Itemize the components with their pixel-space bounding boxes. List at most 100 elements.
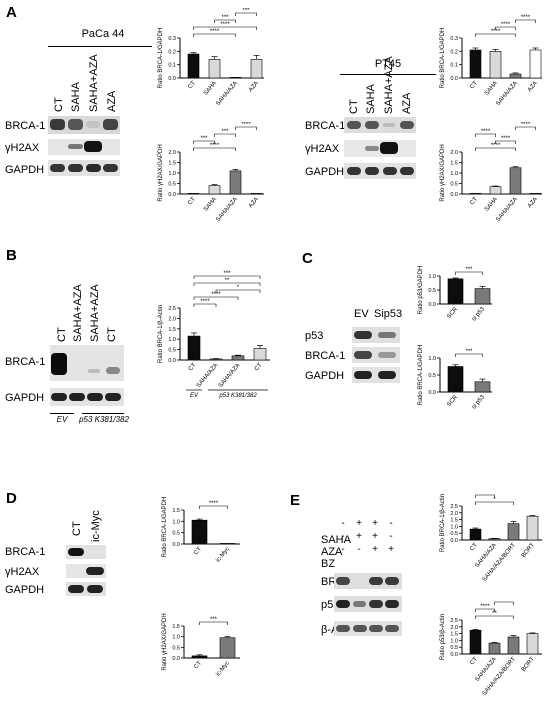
significance-stars: **** (209, 501, 219, 507)
y-tick-label: 2.0 (168, 316, 176, 322)
e-aza-mark: + (372, 531, 378, 542)
blot-band (50, 164, 65, 172)
significance-stars: *** (465, 267, 473, 273)
y-axis-label: Ratio BRCA-1/GAPDH (418, 345, 424, 406)
y-tick-label: 1.0 (172, 635, 180, 641)
y-tick-label: 1.0 (172, 519, 180, 525)
blot-strip-brca1 (66, 545, 106, 559)
y-tick-label: 2.5 (168, 306, 176, 312)
significance-bracket (215, 289, 261, 293)
d-lane-ct: CT (71, 521, 83, 536)
y-tick-label: 0.0 (450, 652, 458, 658)
chart-e-brca1: 0.00.51.01.52.02.5 Ratio BRCA-1/β-Actin CT… (440, 492, 542, 583)
significance-bracket (235, 12, 257, 16)
bar (187, 335, 201, 361)
blot-band (336, 625, 350, 632)
bar (526, 633, 539, 655)
paca44-lane-ct: CT (53, 97, 65, 112)
blot-label-brca1: BRCA-1 (5, 356, 46, 368)
x-tick-label: CT (187, 80, 197, 90)
ev-group-line (50, 413, 74, 414)
y-tick-label: 1.0 (168, 171, 176, 177)
blot-band (378, 332, 396, 338)
blot-band (385, 577, 399, 585)
significance-bracket (214, 19, 236, 23)
bar (509, 167, 522, 195)
x-tick-label: CT (469, 196, 479, 206)
blot-band (86, 567, 104, 575)
bar (529, 49, 542, 79)
y-axis-label: Ratio BRCA-1/GAPDH (158, 28, 164, 89)
b-lane-ct: CT (106, 327, 118, 342)
blot-band (50, 119, 65, 130)
blot-band (380, 142, 398, 154)
y-tick-label: 2.5 (450, 504, 458, 510)
chart-d-gh2ax: 0.0 0.5 1.0 1.5 Ratio γH2AX/GAPDH CT ic-Myc *** (162, 613, 240, 678)
blot-band (84, 141, 102, 152)
significance-bracket (193, 282, 261, 286)
bar (187, 193, 200, 195)
y-tick-label: 1.5 (450, 161, 458, 167)
significance-stars: *** (200, 136, 208, 142)
chart-c-brca1: 0.0 0.5 1.0 Ratio BRCA-1/GAPDH SCR si p53 *** (418, 345, 492, 411)
y-tick-label: 0.0 (428, 302, 436, 308)
significance-stars: * (493, 497, 496, 503)
significance-stars: *** (223, 271, 231, 277)
significance-stars: **** (501, 22, 511, 28)
y-tick-label: 0.3 (450, 36, 458, 42)
blot-band (353, 601, 366, 607)
blot-band (103, 119, 118, 130)
blot-band (378, 352, 396, 358)
x-tick-label: SCR (446, 394, 459, 408)
blot-band (347, 167, 361, 175)
chart-a-paca44-gh2ax: 0.0 0.5 1.0 1.5 2.0 Ratio γH2AX/GAPDH CT SAHASA… (158, 122, 264, 223)
significance-bracket (455, 271, 483, 275)
significance-stars: **** (491, 29, 501, 35)
blot-band (378, 371, 396, 379)
x-tick-label: SCR (446, 306, 459, 320)
x-tick-label: BORT (521, 656, 536, 673)
x-tick-label: AZA (527, 196, 539, 209)
significance-bracket (199, 621, 228, 625)
significance-bracket (193, 275, 261, 279)
chart-a-paca44-brca1: 0.0 0.1 0.2 0.3 Ratio BRCA-1/GAPDH CT SAHASAHA… (158, 8, 264, 107)
group-label: p53 K381/382 (218, 393, 257, 399)
panel-label-a: A (6, 4, 17, 21)
p53-group-line (82, 413, 124, 414)
bar (469, 629, 482, 655)
chart-d-brca1: 0.0 0.5 1.0 1.5 Ratio BRCA-1/GAPDH CT ic-Myc **… (162, 497, 240, 564)
blot-label-gapdh: GAPDH (5, 164, 45, 176)
y-tick-label: 0.5 (450, 182, 458, 188)
significance-stars: **** (481, 129, 491, 135)
blot-label-gh2ax: γH2AX (305, 143, 340, 155)
y-axis-label: Ratio BRCA-1/β-Actin (440, 494, 446, 552)
significance-stars: **** (200, 299, 210, 305)
x-tick-label: BORT (521, 542, 536, 559)
x-tick-label: SAHA (484, 196, 499, 212)
x-tick-label: CT (193, 546, 203, 556)
significance-stars: **** (501, 136, 511, 142)
e-treatment-saha: SAHA (321, 534, 351, 546)
bar (231, 355, 245, 361)
c-lane-sip53: Sip53 (374, 308, 403, 320)
e-aza-mark: + (356, 531, 362, 542)
y-tick-label: 1.5 (172, 624, 180, 630)
bar (509, 73, 522, 79)
x-tick-label: CT (188, 362, 198, 372)
bar (191, 655, 208, 659)
bar (253, 348, 267, 361)
y-tick-label: 0.2 (450, 49, 458, 55)
blot-band (347, 121, 361, 129)
pt45-title: PT45 (374, 58, 402, 70)
significance-stars: **** (211, 292, 221, 298)
x-tick-label: AZA (248, 80, 260, 93)
blot-band (354, 351, 372, 359)
significance-bracket (199, 505, 228, 509)
significance-bracket (475, 501, 514, 505)
e-saha-mark: + (356, 518, 362, 529)
significance-bracket (475, 608, 495, 612)
b-lane-ct: CT (56, 327, 68, 342)
blot-strip-brca1 (50, 345, 124, 381)
x-tick-label: SAHA/AZA/BORT (482, 656, 518, 697)
blot-label-brca1: BRCA-1 (5, 120, 46, 132)
